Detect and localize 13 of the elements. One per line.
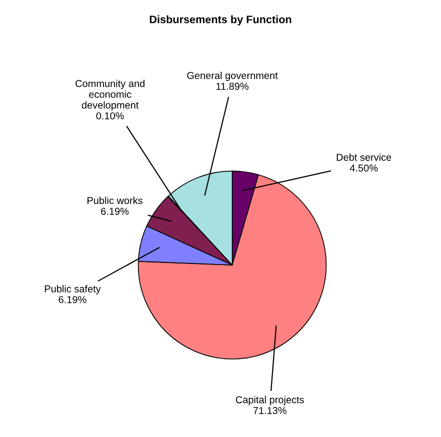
slice-label: Debt service [336, 153, 392, 161]
data-label: 11.89% [216, 82, 248, 90]
data-label: 6.19% [58, 296, 86, 304]
data-label: 6.19% [101, 208, 129, 215]
data-label: 0.10% [96, 112, 124, 120]
slice-label: Public safety [44, 285, 101, 294]
slice-label: Capital projects [236, 396, 304, 406]
data-label: 71.13% [253, 406, 286, 414]
chart-title: Disbursements by Function [150, 15, 292, 26]
slice-label: Community and economic development [76, 80, 144, 111]
slice-label: General government [187, 72, 278, 82]
data-label: 4.50% [350, 164, 378, 172]
slice-label: Public works [88, 196, 142, 204]
